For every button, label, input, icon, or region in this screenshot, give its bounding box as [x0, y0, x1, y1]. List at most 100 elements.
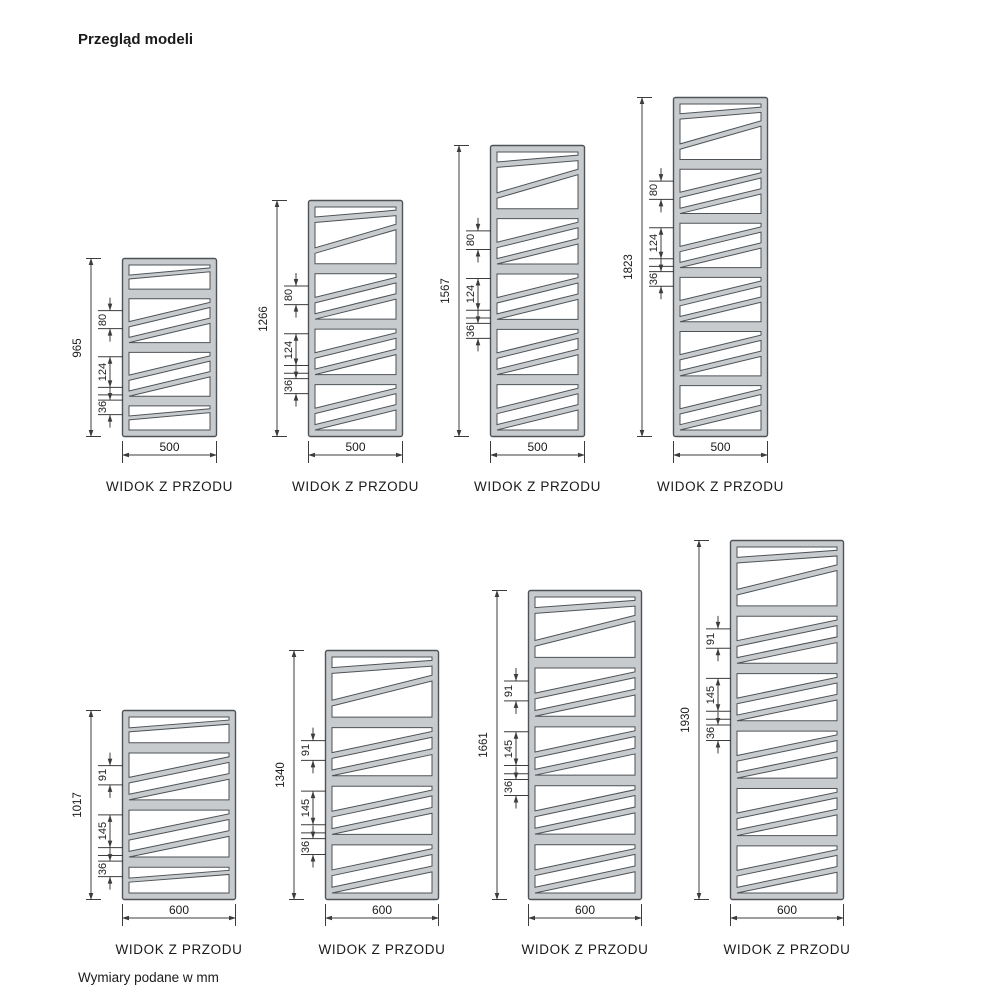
- radiator-slot: [314, 393, 397, 426]
- radiator-slot: [331, 753, 433, 777]
- radiator-slot: [128, 809, 230, 836]
- radiator-slot: [679, 301, 762, 323]
- radiator-slot: [534, 667, 636, 694]
- detail-dim-label: 36: [283, 380, 295, 393]
- arrowhead: [107, 876, 113, 884]
- arrowhead: [639, 97, 645, 104]
- radiator-slot: [128, 412, 211, 431]
- radiator-slot: [496, 393, 579, 426]
- view-label: WIDOK Z PRZODU: [474, 479, 601, 494]
- radiator-slot: [534, 753, 636, 776]
- arrowhead: [658, 199, 664, 207]
- detail-dim-label: 80: [283, 289, 295, 302]
- radiator-height-label: 1017: [72, 792, 84, 818]
- radiator-width-label: 600: [776, 903, 798, 917]
- radiator-slot: [331, 680, 433, 718]
- arrowhead: [107, 328, 113, 336]
- radiator-width-label: 500: [159, 440, 180, 454]
- arrowhead: [107, 814, 113, 822]
- arrowhead: [107, 840, 113, 848]
- radiator-slot: [679, 393, 762, 426]
- radiator-slot: [128, 271, 211, 290]
- radiator-slot: [128, 322, 211, 344]
- arrowhead: [310, 817, 316, 825]
- view-label: WIDOK Z PRZODU: [657, 479, 784, 494]
- radiator-slot: [331, 727, 433, 754]
- radiator-slot: [496, 151, 579, 163]
- arrowhead: [494, 590, 500, 597]
- radiator-slot: [314, 409, 397, 431]
- arrowhead: [293, 393, 299, 401]
- radiator-slot: [736, 845, 838, 872]
- radiator-height-label: 1340: [275, 762, 287, 788]
- arrowhead: [658, 251, 664, 259]
- arrowhead: [715, 621, 721, 629]
- detail-dim-label: 145: [705, 685, 717, 704]
- arrowhead: [310, 733, 316, 741]
- detail-dim-label: 36: [503, 781, 515, 794]
- arrowhead: [490, 452, 497, 458]
- radiator-width-label: 500: [345, 440, 366, 454]
- radiator-slot: [128, 778, 230, 801]
- radiator-slot: [496, 227, 579, 260]
- view-label: WIDOK Z PRZODU: [106, 479, 233, 494]
- radiator-slot: [496, 174, 579, 210]
- arrowhead: [475, 223, 481, 231]
- arrowhead: [658, 264, 664, 272]
- radiator-slot: [314, 273, 397, 299]
- arrowhead: [107, 380, 113, 388]
- detail-dim-label: 145: [503, 739, 515, 758]
- radiator-slot: [496, 243, 579, 265]
- radiator-slot: [314, 229, 397, 265]
- detail-dim-label: 91: [705, 632, 717, 645]
- radiator-slot: [679, 285, 762, 318]
- radiator-slot: [534, 605, 636, 642]
- radiator-slot: [679, 331, 762, 356]
- radiator-slot: [736, 682, 838, 716]
- radiator-slot: [128, 752, 230, 778]
- radiator-slot: [534, 812, 636, 835]
- radiator-slot: [534, 794, 636, 829]
- radiator-slot: [496, 328, 579, 354]
- arrowhead: [308, 452, 315, 458]
- arrowhead: [107, 414, 113, 422]
- radiator-slot: [331, 844, 433, 871]
- radiator-slot: [314, 215, 397, 249]
- radiator-slot: [679, 103, 762, 115]
- arrowhead: [107, 784, 113, 792]
- radiator-height-label: 1266: [258, 305, 270, 332]
- arrowhead: [715, 717, 721, 725]
- arrowhead: [291, 893, 297, 900]
- radiator-slot: [679, 222, 762, 248]
- arrowhead: [107, 303, 113, 311]
- radiator-height-label: 1823: [623, 254, 635, 280]
- radiator-slot: [534, 677, 636, 712]
- radiator-slot: [128, 306, 211, 339]
- arrowhead: [513, 795, 519, 803]
- radiator-slot: [314, 384, 397, 409]
- view-label: WIDOK Z PRZODU: [318, 942, 446, 957]
- arrowhead: [107, 393, 113, 401]
- radiator-slot: [128, 873, 230, 894]
- detail-dim-label: 145: [300, 798, 312, 818]
- radiator-slot: [314, 353, 397, 376]
- radiator-slot: [496, 337, 579, 370]
- arrowhead: [325, 915, 332, 921]
- radiator-height-label: 1567: [440, 278, 452, 304]
- arrowhead: [715, 704, 721, 712]
- arrowhead: [88, 258, 94, 265]
- detail-dim-label: 80: [97, 313, 109, 326]
- detail-dim-label: 91: [97, 769, 109, 782]
- radiator-slot: [679, 276, 762, 302]
- detail-dim-label: 36: [648, 272, 660, 286]
- radiator-slot: [128, 716, 230, 729]
- radiator-slot: [128, 264, 211, 276]
- detail-dim-label: 36: [465, 324, 477, 338]
- radiator-slot: [314, 206, 397, 218]
- arrowhead: [291, 650, 297, 657]
- radiator-slot: [534, 871, 636, 894]
- radiator-slot: [314, 337, 397, 370]
- radiator-slot: [679, 409, 762, 431]
- radiator-slot: [496, 273, 579, 299]
